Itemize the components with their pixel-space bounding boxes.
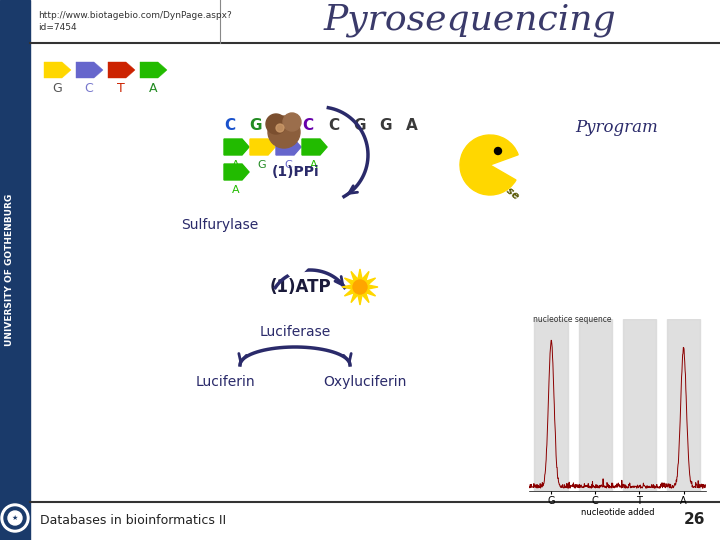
Text: Sulfurylase: Sulfurylase xyxy=(181,218,258,232)
Text: Apyrase: Apyrase xyxy=(479,163,521,201)
Circle shape xyxy=(8,511,22,525)
Text: G: G xyxy=(250,118,262,132)
Text: ★: ★ xyxy=(12,515,18,521)
Text: Pyrogram: Pyrogram xyxy=(575,119,658,137)
Text: T: T xyxy=(276,118,287,132)
Text: C: C xyxy=(328,118,340,132)
Text: G: G xyxy=(258,160,266,170)
Circle shape xyxy=(495,147,502,154)
Text: (1)ATP: (1)ATP xyxy=(270,278,332,296)
Bar xyxy=(623,319,656,491)
Text: A: A xyxy=(406,118,418,132)
Circle shape xyxy=(268,116,300,148)
Bar xyxy=(667,319,701,491)
Polygon shape xyxy=(250,139,275,155)
Text: A: A xyxy=(232,185,240,195)
Text: T: T xyxy=(117,82,125,94)
Text: 26: 26 xyxy=(683,512,705,528)
Text: Pyrosequencing: Pyrosequencing xyxy=(324,3,616,37)
Text: G: G xyxy=(52,82,62,94)
Text: C: C xyxy=(302,118,314,132)
Text: A: A xyxy=(232,160,240,170)
Polygon shape xyxy=(76,62,103,78)
Circle shape xyxy=(276,124,284,132)
Circle shape xyxy=(4,507,26,529)
FancyArrow shape xyxy=(281,195,309,280)
Text: (1)PPi: (1)PPi xyxy=(272,165,320,179)
Text: Luciferin: Luciferin xyxy=(195,375,255,389)
Text: A: A xyxy=(310,160,318,170)
X-axis label: nucleotide added: nucleotide added xyxy=(580,508,654,517)
Circle shape xyxy=(353,280,367,294)
Polygon shape xyxy=(276,139,301,155)
Text: Databases in bioinformatics II: Databases in bioinformatics II xyxy=(40,514,226,526)
Text: id=7454: id=7454 xyxy=(38,24,76,32)
Polygon shape xyxy=(108,62,135,78)
Text: Luciferase: Luciferase xyxy=(259,325,330,339)
Text: C: C xyxy=(284,160,292,170)
Polygon shape xyxy=(224,164,249,180)
Circle shape xyxy=(283,113,301,131)
Polygon shape xyxy=(342,269,378,305)
Text: A: A xyxy=(149,82,157,94)
Bar xyxy=(534,319,568,491)
Text: C: C xyxy=(85,82,94,94)
Text: G: G xyxy=(354,118,366,132)
Bar xyxy=(579,319,612,491)
Circle shape xyxy=(1,504,29,532)
Wedge shape xyxy=(460,135,518,195)
Text: UNIVERSITY OF GOTHENBURG: UNIVERSITY OF GOTHENBURG xyxy=(6,194,14,346)
Text: Oxyluciferin: Oxyluciferin xyxy=(323,375,407,389)
Text: C: C xyxy=(225,118,235,132)
Polygon shape xyxy=(302,139,327,155)
Polygon shape xyxy=(44,62,71,78)
Text: G: G xyxy=(379,118,392,132)
Text: nucleotice sequence: nucleotice sequence xyxy=(533,315,611,324)
Circle shape xyxy=(266,114,286,134)
Bar xyxy=(0,0,30,540)
Text: http://www.biotagebio.com/DynPage.aspx?: http://www.biotagebio.com/DynPage.aspx? xyxy=(38,10,232,19)
Polygon shape xyxy=(224,139,249,155)
Polygon shape xyxy=(140,62,167,78)
